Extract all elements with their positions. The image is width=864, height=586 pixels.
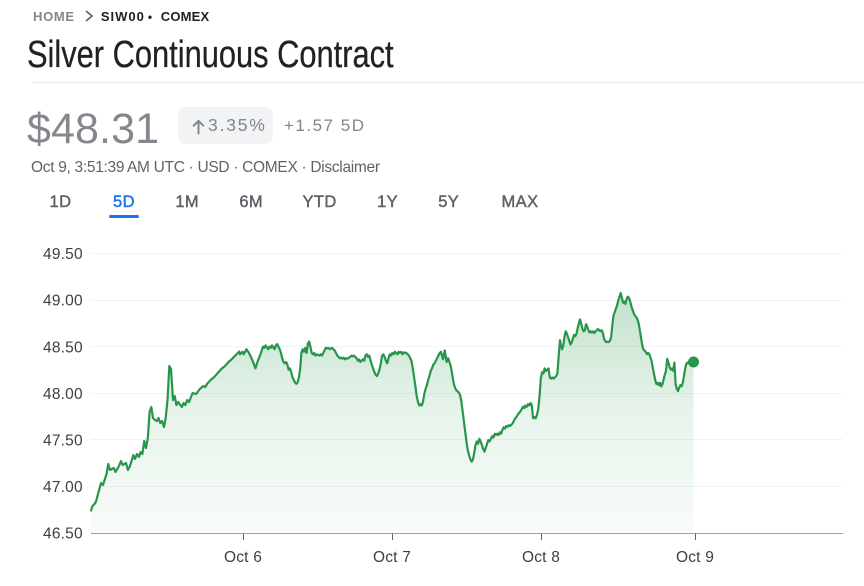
svg-text:49.00: 49.00 — [43, 293, 83, 310]
svg-text:49.50: 49.50 — [43, 246, 83, 263]
svg-text:Oct 7: Oct 7 — [373, 549, 411, 566]
svg-text:Oct 8: Oct 8 — [522, 549, 560, 566]
svg-text:46.50: 46.50 — [43, 526, 83, 543]
svg-text:48.00: 48.00 — [43, 386, 83, 403]
svg-text:47.50: 47.50 — [43, 432, 83, 449]
svg-text:Oct 9: Oct 9 — [676, 549, 714, 566]
svg-text:48.50: 48.50 — [43, 339, 83, 356]
svg-text:47.00: 47.00 — [43, 479, 83, 496]
svg-text:Oct 6: Oct 6 — [224, 549, 262, 566]
